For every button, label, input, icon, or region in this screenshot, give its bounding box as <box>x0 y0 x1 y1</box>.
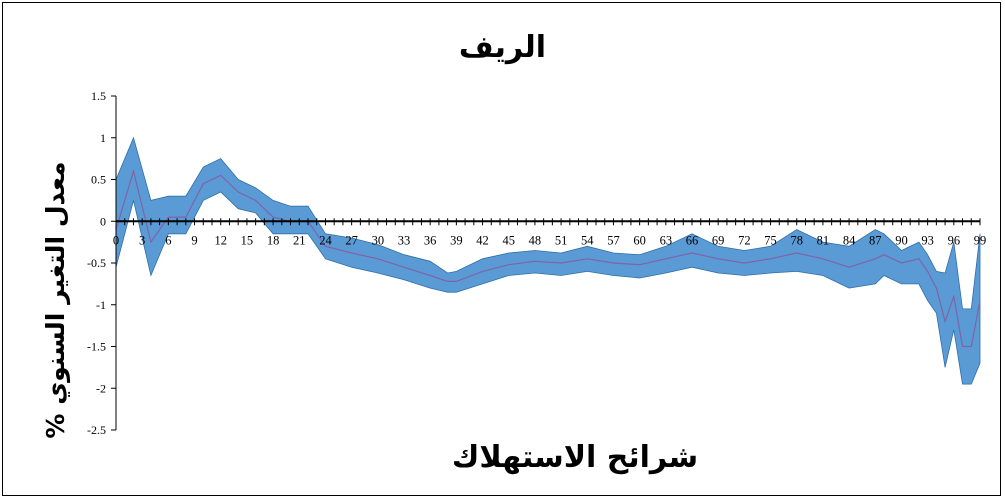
y-tick-labels: 1.5 1 0.5 0 -0.5 -1 -1.5 -2 -2.5 <box>87 89 106 437</box>
x-tick-label: 69 <box>712 233 725 247</box>
y-tick-label: 0 <box>100 214 106 228</box>
x-tick-label: 42 <box>476 233 489 247</box>
x-tick-label: 33 <box>398 233 411 247</box>
x-tick-label: 87 <box>869 233 882 247</box>
y-tick-label: -1 <box>96 298 106 312</box>
x-tick-label: 36 <box>424 233 437 247</box>
x-tick-label: 24 <box>319 233 332 247</box>
x-tick-label: 18 <box>267 233 280 247</box>
band-layer <box>115 136 981 385</box>
x-tick-label: 96 <box>948 233 961 247</box>
y-tick-label: -0.5 <box>87 256 106 270</box>
x-tick-label: 12 <box>214 233 227 247</box>
x-tick-label: 30 <box>372 233 385 247</box>
x-tick-label: 60 <box>633 233 646 247</box>
axes-layer <box>111 95 981 431</box>
y-tick-label: -2.5 <box>87 423 106 437</box>
x-tick-label: 51 <box>555 233 568 247</box>
x-tick-label: 6 <box>165 233 171 247</box>
x-tick-label: 84 <box>843 233 856 247</box>
y-tick-label: 1.5 <box>91 89 106 103</box>
x-tick-label: 48 <box>529 233 542 247</box>
y-tick-label: 0.5 <box>91 173 106 187</box>
x-tick-labels: 0 3 6 9 12 15 18 21 24 27 30 33 36 39 42 45 48 51 54 57 60 63… <box>113 233 986 247</box>
x-tick-label: 93 <box>921 233 934 247</box>
x-tick-label: 54 <box>581 233 594 247</box>
x-tick-label: 39 <box>450 233 463 247</box>
y-axis-label: معدل التغير السنوي % <box>41 161 70 439</box>
x-axis-label: شرائح الاستهلاك <box>451 440 699 475</box>
x-tick-label: 21 <box>293 233 306 247</box>
x-tick-label: 81 <box>817 233 830 247</box>
x-tick-label: 63 <box>660 233 673 247</box>
x-tick-label: 75 <box>764 233 777 247</box>
x-tick-label: 90 <box>895 233 908 247</box>
y-tick-label: 1 <box>100 131 106 145</box>
chart-title: الريف <box>458 30 547 65</box>
x-tick-label: 9 <box>191 233 197 247</box>
confidence-band <box>115 136 981 385</box>
x-tick-label: 78 <box>790 233 803 247</box>
x-tick-label: 27 <box>345 233 358 247</box>
y-tick-label: -2 <box>96 381 106 395</box>
x-tick-label: 15 <box>241 233 254 247</box>
x-tick-label: 3 <box>139 233 145 247</box>
mean-line <box>115 168 981 348</box>
x-tick-label: 57 <box>607 233 620 247</box>
x-tick-label: 99 <box>974 233 987 247</box>
y-tick-label: -1.5 <box>87 340 106 354</box>
x-tick-label: 72 <box>738 233 751 247</box>
x-tick-label: 45 <box>502 233 515 247</box>
x-tick-label: 66 <box>686 233 699 247</box>
x-tick-label: 0 <box>113 233 119 247</box>
